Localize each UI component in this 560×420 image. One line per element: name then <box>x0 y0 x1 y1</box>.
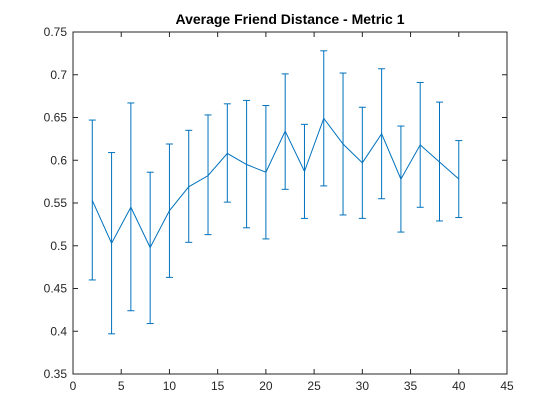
y-tick-label: 0.55 <box>44 196 68 210</box>
chart-title: Average Friend Distance - Metric 1 <box>175 11 404 27</box>
y-tick-label: 0.65 <box>44 111 68 125</box>
y-tick-label: 0.35 <box>44 367 68 381</box>
x-tick-label: 20 <box>259 379 273 393</box>
x-tick-label: 25 <box>307 379 321 393</box>
y-tick-label: 0.4 <box>50 324 67 338</box>
y-tick-label: 0.45 <box>44 282 68 296</box>
y-tick-label: 0.6 <box>50 153 67 167</box>
x-tick-label: 5 <box>118 379 125 393</box>
x-tick-label: 10 <box>163 379 177 393</box>
x-tick-label: 40 <box>452 379 466 393</box>
y-tick-label: 0.7 <box>50 68 67 82</box>
x-tick-label: 15 <box>211 379 225 393</box>
x-tick-label: 35 <box>404 379 418 393</box>
plot-area: 0 5 10 15 20 25 30 35 40 45 0.35 0.4 0.45 0.5 0.55 0.6 0… <box>44 25 514 393</box>
x-tick-label: 30 <box>356 379 370 393</box>
y-tick-label: 0.5 <box>50 239 67 253</box>
x-tick-label: 0 <box>70 379 77 393</box>
y-tick-label: 0.75 <box>44 25 68 39</box>
series-line <box>91 117 460 249</box>
x-tick-label: 45 <box>500 379 514 393</box>
axes-box <box>72 31 508 375</box>
